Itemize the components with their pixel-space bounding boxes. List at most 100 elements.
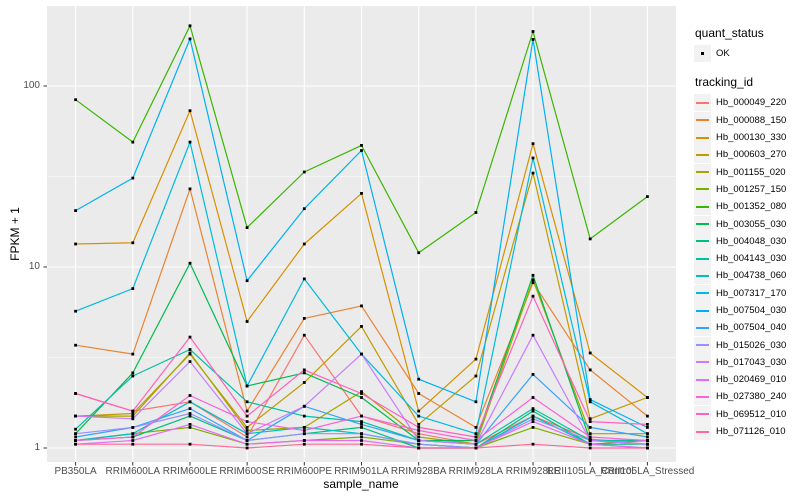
data-point bbox=[302, 207, 306, 211]
data-point bbox=[417, 429, 421, 432]
legend-line-swatch bbox=[696, 240, 709, 243]
legend-entry-label: Hb_069512_010 bbox=[716, 408, 787, 420]
data-point bbox=[588, 398, 592, 401]
legend-entry-label: Hb_007504_040 bbox=[716, 322, 787, 334]
data-point bbox=[245, 384, 249, 388]
legend-line-swatch bbox=[696, 188, 709, 191]
data-point bbox=[302, 442, 306, 446]
legend-entry: Hb_017043_030 bbox=[694, 353, 798, 371]
data-point bbox=[245, 446, 249, 450]
x-tick-label: RRIM600SE bbox=[219, 466, 275, 477]
data-point bbox=[531, 407, 535, 410]
legend-entry-label: Hb_003055_030 bbox=[716, 218, 787, 230]
data-point bbox=[360, 192, 363, 195]
data-point bbox=[588, 432, 592, 436]
data-point bbox=[417, 409, 421, 413]
legend-key bbox=[694, 45, 711, 63]
data-point bbox=[531, 414, 535, 418]
data-point bbox=[646, 396, 649, 399]
legend-line-swatch bbox=[696, 378, 709, 381]
legend-entry-quant-status: OK bbox=[694, 45, 798, 63]
data-point bbox=[131, 287, 135, 290]
data-point bbox=[417, 392, 421, 395]
data-point bbox=[531, 417, 535, 421]
data-point bbox=[531, 396, 535, 399]
data-point bbox=[245, 226, 249, 229]
legend-key bbox=[694, 388, 711, 406]
data-point bbox=[588, 237, 592, 241]
data-point bbox=[131, 442, 135, 446]
data-point bbox=[74, 442, 77, 446]
legend-title-quant-status: quant_status bbox=[695, 26, 764, 40]
data-point bbox=[74, 414, 77, 418]
legend-key bbox=[694, 423, 711, 441]
legend-key bbox=[694, 267, 711, 285]
legend-line-swatch bbox=[696, 361, 709, 364]
data-point bbox=[531, 30, 535, 33]
x-tick-label: RRIM928BA bbox=[390, 466, 447, 477]
legend-key bbox=[694, 163, 711, 181]
data-point bbox=[188, 412, 192, 415]
data-point bbox=[245, 279, 249, 283]
data-point bbox=[245, 429, 249, 432]
data-point bbox=[302, 414, 306, 418]
data-point bbox=[588, 400, 592, 404]
data-point bbox=[245, 426, 249, 429]
data-point bbox=[188, 351, 192, 355]
x-tick-label: RRIM901LA bbox=[334, 466, 389, 477]
data-point bbox=[531, 278, 535, 282]
data-point bbox=[74, 242, 77, 246]
data-point bbox=[417, 414, 421, 418]
x-axis-title: sample_name bbox=[323, 477, 399, 491]
legend-entry-label: Hb_004738_060 bbox=[716, 270, 787, 282]
legend-entry-label: Hb_007317_170 bbox=[716, 287, 787, 299]
legend-line-swatch bbox=[696, 257, 709, 260]
data-point bbox=[245, 409, 249, 413]
legend-key bbox=[694, 94, 711, 112]
data-point bbox=[131, 432, 135, 436]
data-point bbox=[360, 414, 363, 418]
data-point bbox=[245, 400, 249, 404]
data-point bbox=[131, 435, 135, 439]
legend-key bbox=[694, 405, 711, 423]
data-point bbox=[188, 426, 192, 429]
data-point bbox=[74, 209, 77, 212]
data-point bbox=[531, 156, 535, 160]
legend-entry: Hb_007504_030 bbox=[694, 302, 798, 319]
legend-entry-label: Hb_000049_220 bbox=[716, 97, 787, 109]
legend-line-swatch bbox=[696, 171, 709, 174]
legend-entry: Hb_069512_010 bbox=[694, 405, 798, 423]
legend-entry-label: Hb_015026_030 bbox=[716, 339, 787, 351]
legend-key bbox=[694, 215, 711, 233]
data-point bbox=[646, 426, 649, 429]
legend-line-swatch bbox=[696, 430, 709, 433]
data-point bbox=[360, 149, 363, 152]
legend-key bbox=[694, 250, 711, 268]
data-point bbox=[245, 442, 249, 446]
legend-key bbox=[694, 180, 711, 198]
data-point bbox=[360, 442, 363, 446]
data-point bbox=[360, 304, 363, 308]
data-point bbox=[245, 320, 249, 323]
legend-entry-label: Hb_000603_270 bbox=[716, 149, 787, 161]
legend-line-swatch bbox=[696, 309, 709, 312]
data-point bbox=[188, 407, 192, 410]
data-point bbox=[588, 442, 592, 446]
data-point bbox=[474, 435, 478, 439]
legend-entry-label: Hb_001155_020 bbox=[716, 166, 786, 178]
data-point bbox=[245, 414, 249, 418]
data-point bbox=[188, 109, 192, 113]
legend-line-swatch bbox=[696, 101, 709, 104]
legend-key bbox=[694, 319, 711, 337]
data-point bbox=[531, 142, 535, 146]
x-tick-label: RRIM600PE bbox=[276, 466, 333, 477]
legend-entry-label: OK bbox=[716, 48, 730, 60]
data-point bbox=[188, 360, 192, 363]
legend-entry: Hb_004738_060 bbox=[694, 267, 798, 285]
legend-entry-label: Hb_027380_240 bbox=[716, 391, 787, 403]
legend-entry: Hb_000130_330 bbox=[694, 129, 798, 147]
x-tick-label: PB350LA bbox=[54, 466, 97, 477]
data-point bbox=[588, 439, 592, 442]
data-point bbox=[588, 435, 592, 439]
